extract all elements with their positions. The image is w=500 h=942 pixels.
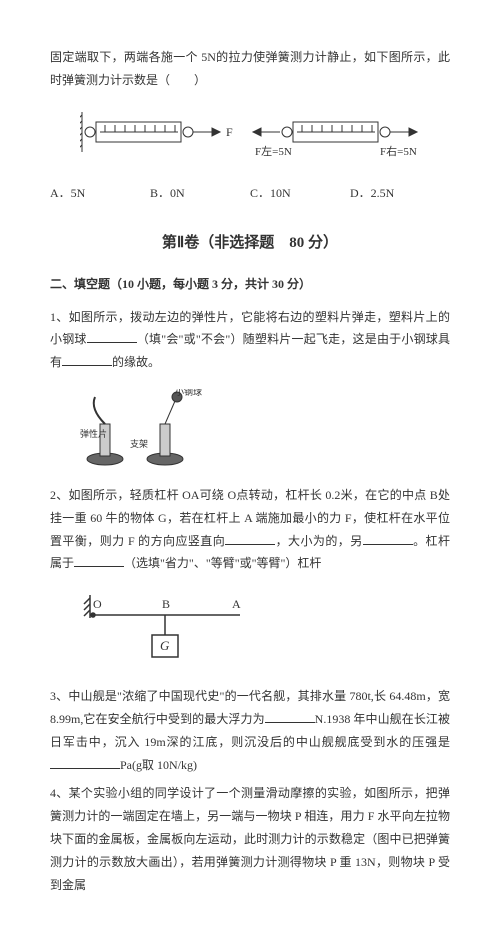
label-fl: F左=5N: [255, 145, 292, 158]
label-a: A: [232, 597, 241, 611]
option-d: D．2.5N: [350, 182, 450, 205]
figure-steel-ball: 小钢球 弹性片 支架: [80, 389, 450, 469]
q2-text-b: ，大小为: [275, 534, 325, 548]
label-b: B: [162, 597, 170, 611]
label-f: F: [226, 125, 233, 139]
label-fr: F右=5N: [380, 144, 417, 158]
q1-blank-2: [62, 353, 112, 366]
q3-blank-1: [265, 710, 315, 723]
q2-blank-1: [225, 532, 275, 545]
section-2-header: 第Ⅱ卷（非选择题 80 分）: [50, 229, 450, 258]
label-o: O: [93, 597, 102, 611]
q2-blank-2: [363, 532, 413, 545]
label-ball: 小钢球: [175, 389, 202, 397]
figure-lever: O B A G: [80, 590, 450, 670]
label-support: 支架: [130, 438, 148, 449]
q2-blank-3: [74, 554, 124, 567]
label-g: G: [160, 638, 170, 653]
q2-text-e: （选填"省力"、"等臂"或"等臂"）杠杆: [124, 556, 321, 570]
option-c: C．10N: [250, 182, 350, 205]
q1-text-c: 的缘故。: [112, 355, 160, 369]
option-a: A．5N: [50, 182, 150, 205]
figure-spring-scales: F F左=5N F右=5N: [80, 107, 450, 167]
q4-text-a: 4、某个实验小组的同学设计了一个测量滑动摩擦的实验，如图所示，把弹簧测力计的一端…: [50, 786, 450, 891]
option-b: B．0N: [150, 182, 250, 205]
fill-blank-header: 二、填空题（10 小题，每小题 3 分，共计 30 分）: [50, 273, 450, 296]
q1-blank-1: [87, 330, 137, 343]
label-flex: 弹性片: [80, 428, 107, 439]
q2-text-c: 的，另: [325, 534, 362, 548]
q3-text-c: Pa(g取 10N/kg): [120, 758, 197, 772]
intro-text: 固定端取下，两端各施一个 5N的拉力使弹簧测力计静止，如下图所示，此时弹簧测力计…: [50, 50, 450, 87]
options-row: A．5N B．0N C．10N D．2.5N: [50, 182, 450, 205]
q3-blank-2: [50, 756, 120, 769]
